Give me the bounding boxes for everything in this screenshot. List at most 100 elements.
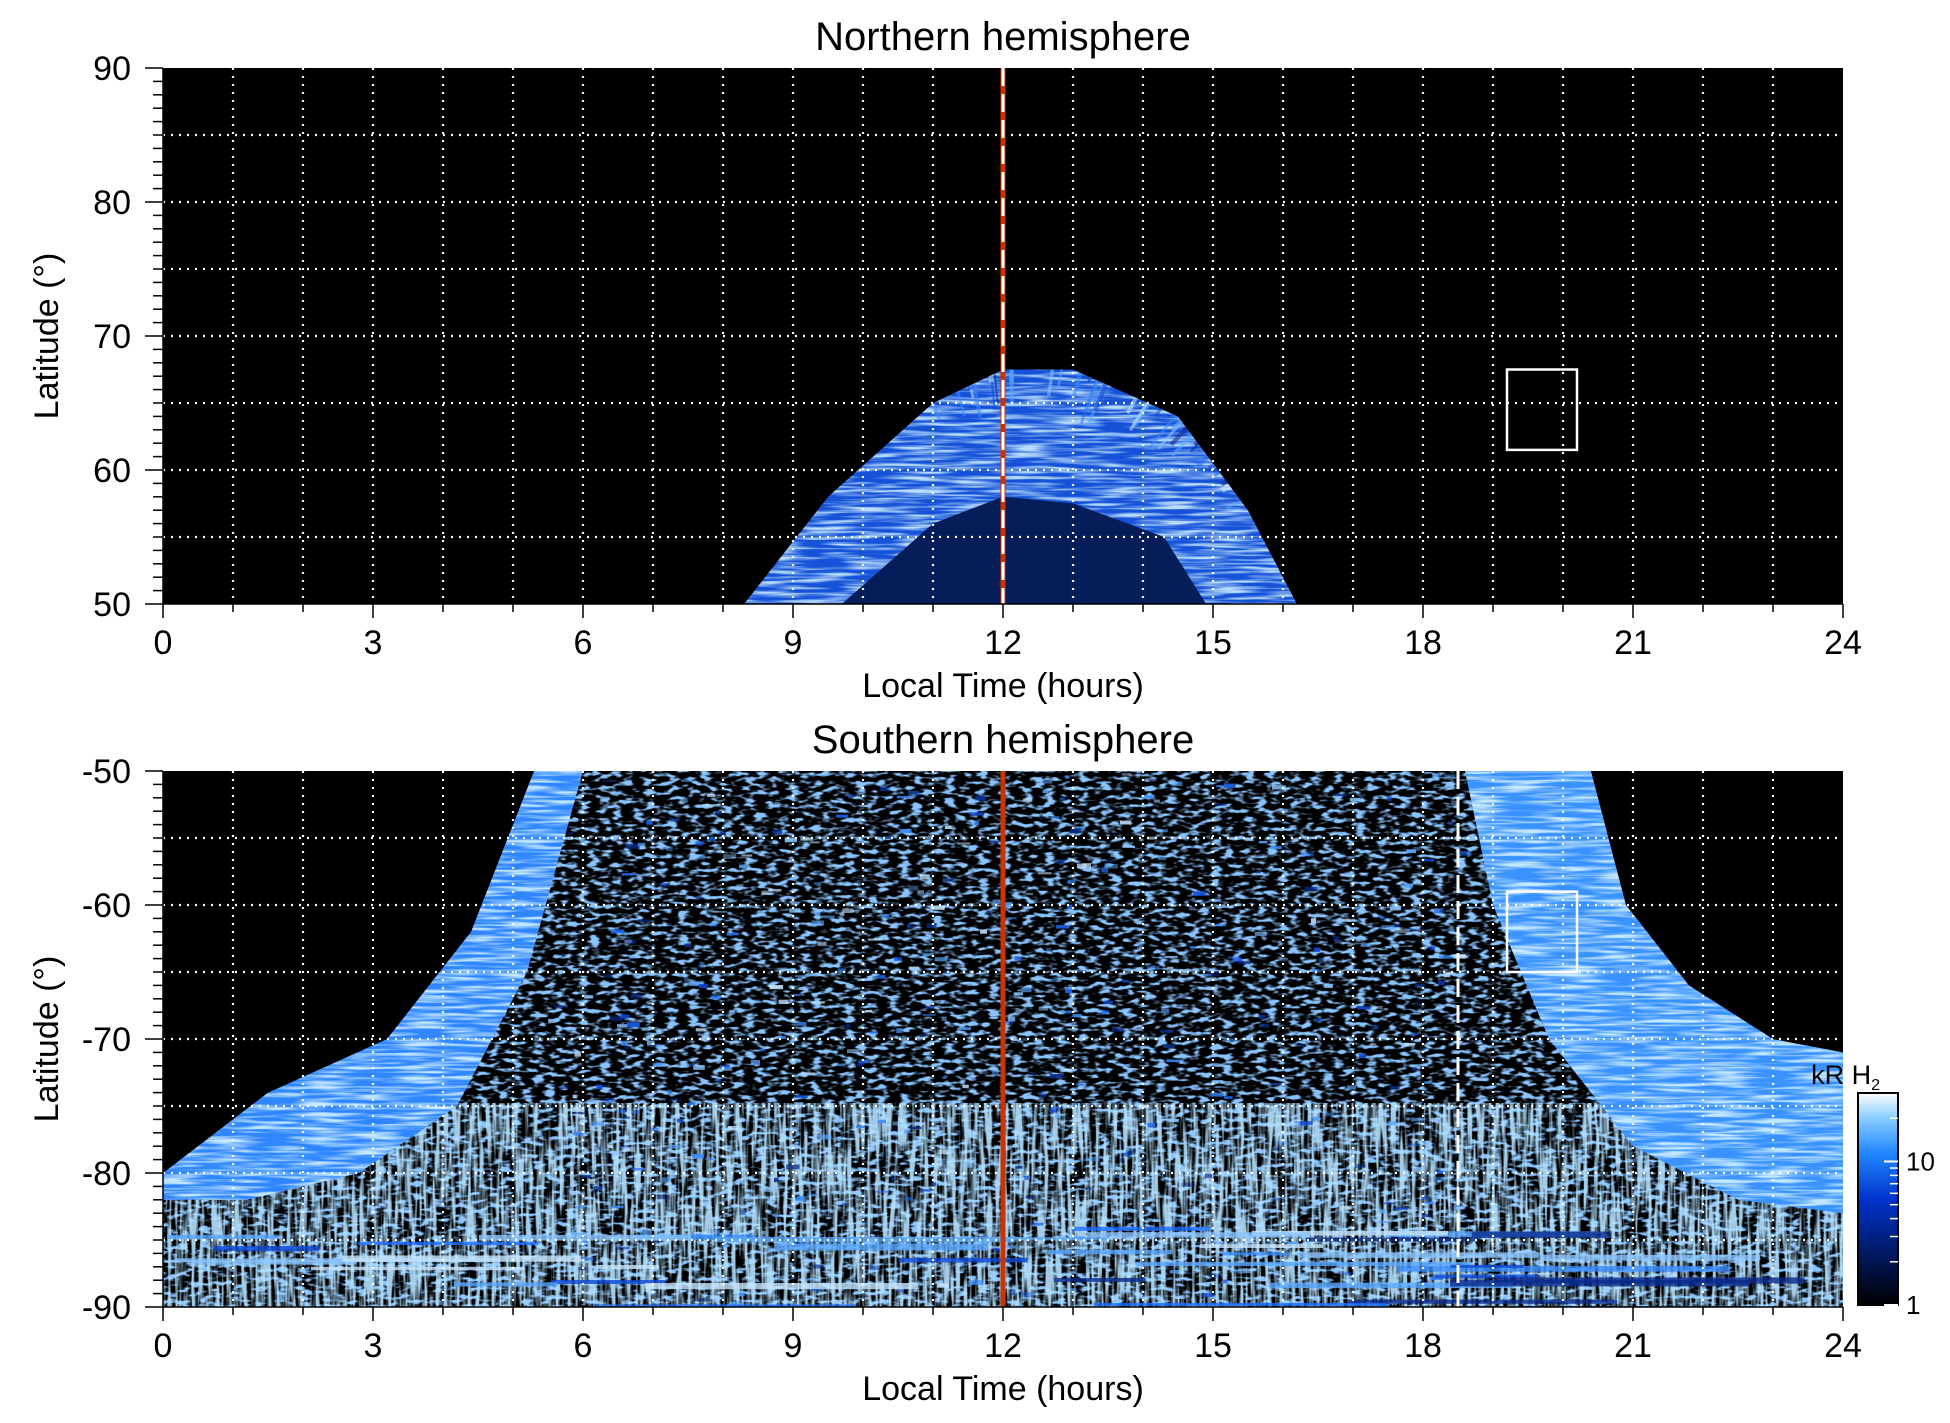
southern-emission-fleck: [941, 1016, 947, 1022]
southern-emission-fleck: [576, 1205, 586, 1209]
southern-emission-fleck: [1432, 773, 1439, 778]
southern-polar-arc: [1053, 1278, 1146, 1282]
southern-emission-fleck: [1077, 970, 1087, 974]
southern-emission-fleck: [1208, 971, 1219, 976]
x-tick-label: 0: [154, 624, 173, 662]
southern-emission-fleck: [1441, 928, 1456, 932]
southern-polar-arc: [454, 1282, 558, 1287]
southern-emission-fleck: [1232, 957, 1242, 962]
southern-emission-fleck: [1092, 1112, 1097, 1115]
southern-emission-fleck: [610, 1205, 624, 1209]
southern-emission-fleck: [850, 1177, 864, 1181]
southern-emission-fleck: [1147, 1123, 1156, 1128]
southern-emission-fleck: [1440, 1218, 1450, 1222]
southern-emission-fleck: [1372, 1181, 1380, 1184]
southern-emission-fleck: [646, 1040, 655, 1045]
southern-emission-fleck: [567, 832, 574, 835]
southern-emission-fleck: [909, 885, 919, 891]
southern-emission-fleck: [1201, 1292, 1214, 1298]
southern-emission-fleck: [1405, 928, 1419, 931]
southern-markers: [1000, 771, 1579, 1307]
southern-emission-fleck: [1049, 1074, 1063, 1079]
southern-emission-fleck: [910, 1126, 922, 1130]
northern-title: Northern hemisphere: [815, 15, 1191, 59]
southern-polar-arc: [596, 1264, 659, 1269]
southern-emission-fleck: [1123, 1193, 1130, 1199]
highlight-box: [1505, 890, 1579, 974]
southern-emission-fleck: [656, 1062, 662, 1066]
southern-emission-fleck: [1238, 961, 1252, 965]
southern-emission-fleck: [1214, 803, 1227, 806]
southern-emission-fleck: [812, 1264, 823, 1269]
southern-emission-fleck: [894, 957, 902, 961]
southern-emission-fleck: [887, 1250, 895, 1253]
southern-emission-fleck: [767, 1066, 773, 1070]
southern-emission-fleck: [1070, 1288, 1077, 1293]
southern-emission-fleck: [1382, 1202, 1394, 1205]
southern-emission-fleck: [1313, 1018, 1324, 1023]
southern-emission-fleck: [687, 1102, 696, 1106]
southern-emission-fleck: [922, 1013, 936, 1016]
x-tick-label: 12: [984, 624, 1022, 662]
southern-emission-fleck: [705, 1157, 716, 1160]
southern-emission-fleck: [617, 1024, 628, 1028]
southern-polar-arc: [1471, 1231, 1611, 1238]
southern-emission-fleck: [669, 818, 680, 822]
southern-emission-fleck: [801, 1072, 816, 1076]
southern-emission-fleck: [741, 854, 753, 857]
southern-emission-fleck: [607, 1144, 613, 1149]
southern-emission-fleck: [602, 779, 614, 783]
southern-emission-fleck: [1166, 966, 1174, 970]
southern-emission-fleck: [1049, 1109, 1057, 1113]
southern-emission-fleck: [1370, 1043, 1377, 1046]
southern-emission-fleck: [768, 888, 782, 892]
southern-emission-fleck: [1270, 1083, 1283, 1086]
southern-emission-fleck: [621, 873, 636, 876]
southern-emission-fleck: [729, 1009, 736, 1014]
southern-emission-fleck: [1212, 1080, 1224, 1083]
southern-emission-fleck: [768, 1247, 782, 1253]
southern-emission-fleck: [1352, 907, 1359, 910]
southern-emission-fleck: [574, 1051, 581, 1057]
southern-emission-fleck: [739, 864, 747, 869]
southern-emission-fleck: [1050, 1106, 1062, 1109]
southern-emission-fleck: [1223, 783, 1235, 789]
southern-emission-fleck: [1122, 1152, 1131, 1157]
colorbar-tick-label: 1: [1906, 1290, 1920, 1320]
x-tick-label: 12: [984, 1327, 1022, 1365]
southern-emission-fleck: [761, 890, 769, 895]
southern-emission-fleck: [1344, 818, 1356, 822]
southern-emission-fleck: [1148, 836, 1156, 840]
southern-emission-fleck: [917, 890, 924, 895]
southern-emission-fleck: [647, 1043, 661, 1047]
southern-emission-fleck: [859, 1179, 870, 1182]
northern-markers: [1000, 68, 1579, 604]
southern-emission-fleck: [1300, 1166, 1307, 1170]
southern-emission-fleck: [571, 1232, 584, 1236]
southern-emission-fleck: [847, 1049, 860, 1053]
southern-emission-fleck: [756, 1227, 761, 1230]
southern-emission-fleck: [774, 1177, 779, 1183]
southern-emission-fleck: [856, 1125, 865, 1128]
southern-polar-arc: [714, 1237, 1016, 1243]
southern-emission-fleck: [1406, 849, 1416, 854]
southern-emission-fleck: [626, 1022, 640, 1028]
y-tick-label: 50: [93, 586, 131, 624]
x-tick-label: 24: [1824, 1327, 1862, 1365]
southern-emission-fleck: [711, 1230, 721, 1234]
southern-emission-fleck: [1021, 1037, 1029, 1041]
southern-emission-fleck: [1215, 923, 1226, 927]
southern-emission-fleck: [1313, 947, 1321, 952]
southern-emission-fleck: [1056, 859, 1066, 864]
southern-emission-fleck: [1102, 1010, 1109, 1014]
southern-emission-fleck: [811, 920, 824, 926]
southern-emission-fleck: [754, 817, 762, 822]
southern-emission-fleck: [1018, 1304, 1024, 1307]
southern-emission-fleck: [1385, 946, 1392, 949]
southern-emission-fleck: [1347, 1085, 1356, 1090]
southern-emission-fleck: [1378, 1221, 1388, 1224]
southern-emission-fleck: [795, 1095, 808, 1099]
southern-polar-arc: [478, 1234, 692, 1241]
southern-polar-arc: [311, 1266, 525, 1271]
southern-emission-fleck: [908, 966, 920, 969]
